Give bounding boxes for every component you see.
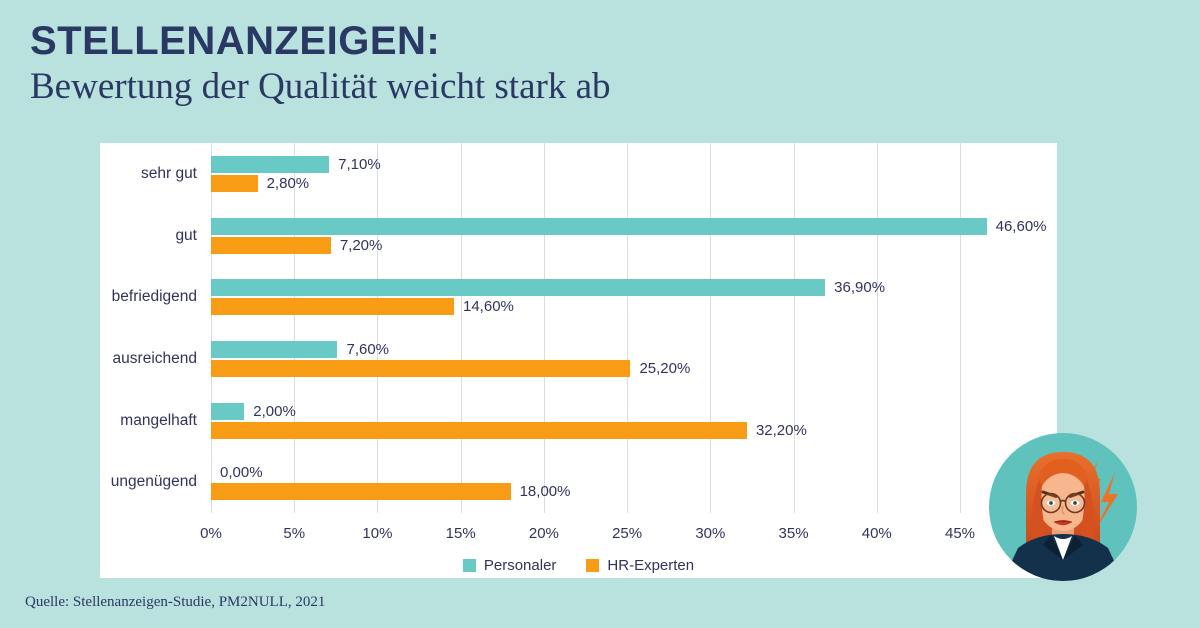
angry-woman-avatar [988, 432, 1138, 582]
x-tick-label: 25% [612, 525, 643, 542]
pupil-right [1073, 501, 1077, 505]
bar-hr-experten [211, 236, 331, 254]
gridline [460, 143, 462, 513]
bar-line: 7,10% [211, 155, 1006, 173]
bar-line: 32,20% [211, 421, 1006, 439]
legend-color-chip [586, 558, 600, 572]
mouth-line [1053, 520, 1073, 523]
hair-top [1036, 459, 1090, 494]
bar-value-label: 7,60% [346, 340, 390, 358]
lapel-right [1063, 535, 1083, 560]
x-axis: 0% 5% 10% 15% 20% 25% 30% 35% 40% 45% [200, 525, 1006, 545]
bar-line: 14,60% [211, 298, 1006, 316]
page-title: STELLENANZEIGEN: Bewertung der Qualität … [30, 18, 611, 110]
gridline [960, 143, 961, 513]
legend: Personaler HR-Experten [100, 555, 1057, 575]
bar-personaler [211, 402, 245, 420]
lapel-left [1043, 535, 1063, 560]
category-label: gut [175, 226, 197, 244]
bar-line: 0,00% [211, 464, 1006, 481]
face [1038, 473, 1088, 531]
x-tick-label: 45% [944, 525, 976, 542]
category-label: ungenügend [110, 473, 197, 491]
bar-value-label: 7,10% [338, 155, 381, 173]
bar-value-label: 0,00% [220, 464, 263, 482]
gridline [377, 143, 379, 513]
bar-line: 2,80% [211, 174, 1006, 192]
gridline [876, 143, 878, 513]
bar-personaler [211, 155, 330, 173]
hair-side-left [1030, 480, 1045, 552]
bar-row: 0,00% 18,00% [211, 451, 1006, 513]
category-label: befriedigend [111, 288, 197, 306]
nose [1061, 505, 1065, 515]
gridline [211, 143, 212, 513]
bar-hr-experten [211, 174, 258, 192]
category-labels: sehr gut gut befriedigend ausreichend mangel… [100, 143, 211, 513]
x-tick-label: 5% [283, 525, 306, 542]
category-label: sehr gut [140, 164, 197, 182]
bar-value-label: 46,60% [995, 217, 1047, 235]
bar-personaler [211, 217, 987, 235]
angry-woman-illustration [989, 433, 1137, 581]
bar-personaler [211, 279, 826, 297]
bar-line: 36,90% [211, 279, 1006, 297]
legend-item: Personaler [462, 556, 557, 574]
bar-hr-experten [211, 359, 631, 377]
bar-value-label: 14,60% [463, 298, 514, 316]
x-tick-label: 15% [445, 525, 476, 542]
source-note: Quelle: Stellenanzeigen-Studie, PM2NULL,… [25, 594, 326, 610]
bar-row: 46,60% 7,20% [211, 205, 1047, 267]
bar-line: 46,60% [211, 217, 1047, 235]
glasses-lens-right [1064, 492, 1086, 514]
x-tick-label: 30% [695, 525, 726, 542]
bar-row: 7,60% 25,20% [211, 328, 1006, 390]
hair-side-right [1081, 480, 1096, 552]
bar-row: 36,90% 14,60% [211, 266, 1006, 328]
bar-value-label: 18,00% [519, 483, 571, 501]
category-label: ausreichend [112, 349, 197, 367]
glasses-lens-left [1040, 492, 1062, 514]
category-label: mangelhaft [120, 411, 197, 429]
title-line-1: STELLENANZEIGEN: [30, 19, 441, 63]
glasses-bridge [1060, 499, 1066, 503]
pupil-left [1049, 501, 1053, 505]
x-tick-label: 10% [362, 525, 393, 542]
bar-value-label: 25,20% [639, 359, 691, 377]
gridline [710, 143, 712, 513]
bar-row: 2,00% 32,20% [211, 390, 1006, 452]
bar-hr-experten [211, 421, 747, 439]
x-tick-label: 20% [528, 525, 559, 542]
bar-line: 25,20% [211, 359, 1006, 377]
x-tick-label: 35% [778, 525, 809, 542]
bar-hr-experten [211, 483, 511, 501]
bar-value-label: 36,90% [834, 279, 886, 297]
bar-value-label: 2,00% [253, 402, 296, 420]
plot-area: 7,10% 2,80% 46,60% 7,20% 36,90% 14,60% 7,60% 25… [211, 143, 1047, 513]
bar-value-label: 7,20% [339, 236, 383, 254]
legend-item: HR-Experten [586, 557, 694, 574]
gridline [294, 143, 296, 513]
legend-label: Personaler [483, 556, 557, 574]
chart-panel: sehr gut gut befriedigend ausreichend mangel… [100, 143, 1057, 578]
bar-row: 7,10% 2,80% [211, 143, 1006, 205]
legend-color-chip [462, 558, 476, 572]
x-tick-label: 0% [200, 525, 222, 542]
legend-label: HR-Experten [607, 556, 695, 574]
bar-value-label: 2,80% [266, 174, 310, 192]
bar-line: 7,20% [211, 236, 1006, 254]
bar-hr-experten [211, 298, 454, 316]
gridline [543, 143, 545, 513]
bar-rows: 7,10% 2,80% 46,60% 7,20% 36,90% 14,60% 7,60% 25… [211, 143, 1047, 513]
bar-line: 2,00% [211, 402, 1006, 420]
bar-value-label: 32,20% [755, 421, 807, 439]
bar-line: 7,60% [211, 340, 1006, 358]
gridline [627, 143, 629, 513]
gridline [793, 143, 795, 513]
x-tick-label: 40% [861, 525, 892, 542]
title-line-2: Bewertung der Qualität weicht stark ab [30, 66, 611, 107]
bar-line: 18,00% [211, 483, 1006, 501]
shirt [1054, 536, 1072, 560]
bar-personaler [211, 340, 338, 358]
